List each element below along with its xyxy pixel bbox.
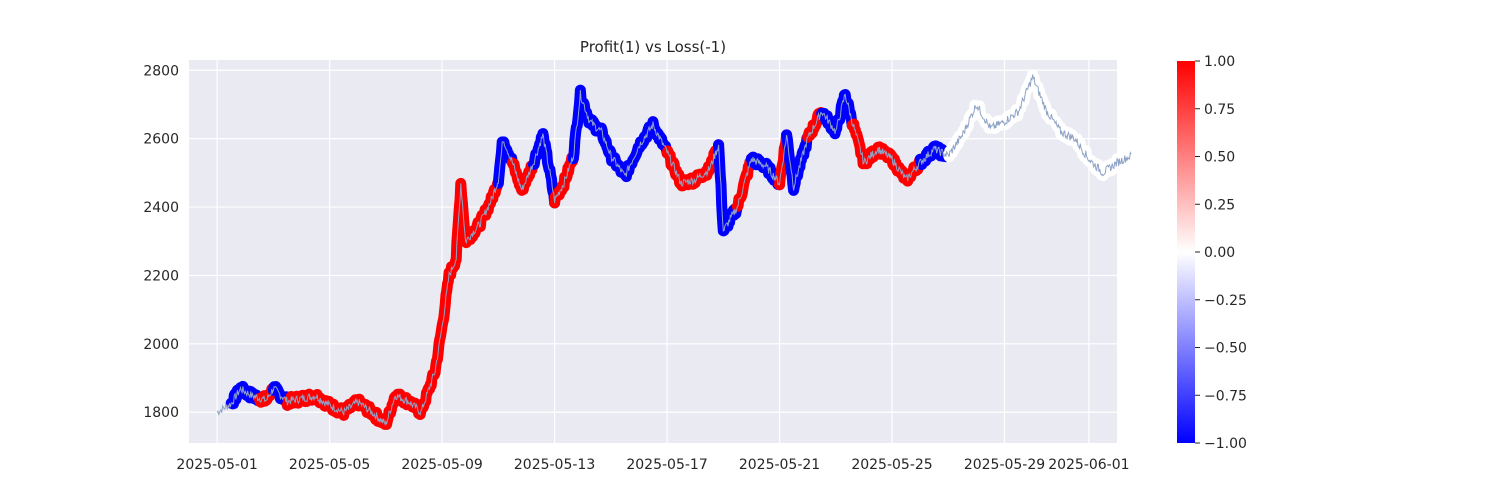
y-tick-label: 2200 <box>143 268 179 284</box>
x-tick-label: 2025-05-25 <box>851 457 932 473</box>
x-tick-label: 2025-05-29 <box>964 457 1045 473</box>
price-line <box>216 74 1132 427</box>
colorbar-tick-label: 0.75 <box>1204 102 1235 118</box>
x-tick-label: 2025-06-01 <box>1048 457 1129 473</box>
x-tick-label: 2025-05-17 <box>626 457 707 473</box>
colorbar-tick-label: −1.00 <box>1204 436 1247 452</box>
x-tick-label: 2025-05-13 <box>514 457 595 473</box>
y-tick-label: 2800 <box>143 63 179 79</box>
colorbar-tick-label: −0.25 <box>1204 293 1247 309</box>
x-axis-ticks: 2025-05-01 2025-05-05 2025-05-09 2025-05-13… <box>176 457 1129 473</box>
y-tick-label: 1800 <box>143 405 179 421</box>
grid-lines <box>189 60 1117 443</box>
colorbar <box>1177 61 1195 443</box>
y-axis-ticks: 1800 2000 2200 2400 2600 2800 <box>143 63 179 421</box>
chart-title: Profit(1) vs Loss(-1) <box>580 38 726 56</box>
x-tick-label: 2025-05-01 <box>176 457 257 473</box>
colorbar-tick-label: 0.25 <box>1204 197 1235 213</box>
y-tick-label: 2600 <box>143 132 179 148</box>
y-tick-label: 2000 <box>143 337 179 353</box>
colorbar-tick-label: −0.50 <box>1204 341 1247 357</box>
colorbar-tick-label: 0.50 <box>1204 150 1235 166</box>
colorbar-ticks: 1.00 0.75 0.50 0.25 0.00 −0.25 −0.50 −0.75 −1.00 <box>1195 54 1247 452</box>
colorbar-tick-label: −0.75 <box>1204 388 1247 404</box>
x-tick-label: 2025-05-09 <box>401 457 482 473</box>
x-tick-label: 2025-05-05 <box>289 457 370 473</box>
colorbar-tick-label: 1.00 <box>1204 54 1235 70</box>
colorbar-tick-label: 0.00 <box>1204 245 1235 261</box>
x-tick-label: 2025-05-21 <box>739 457 820 473</box>
y-tick-label: 2400 <box>143 200 179 216</box>
price-series <box>216 74 1132 427</box>
